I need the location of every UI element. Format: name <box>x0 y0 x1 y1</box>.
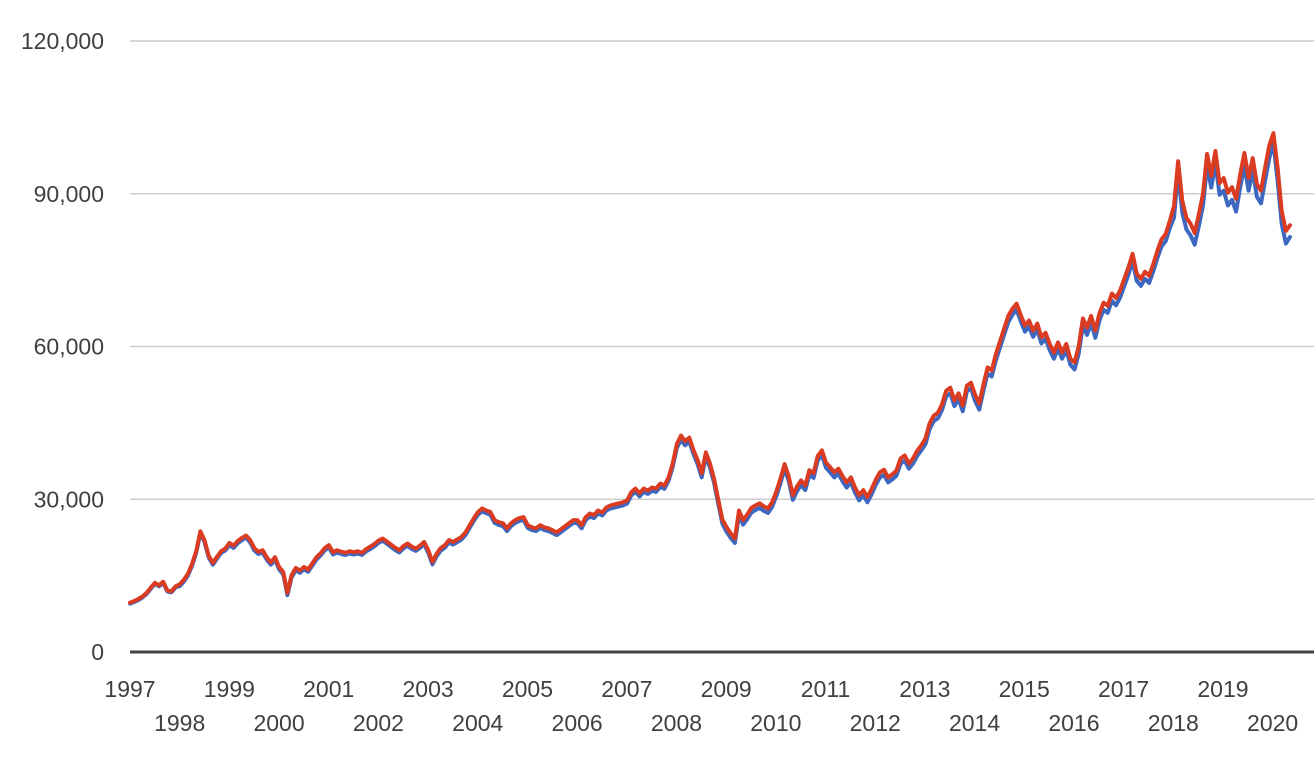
x-tick-label: 2018 <box>1148 710 1199 736</box>
x-tick-label: 2007 <box>601 676 652 702</box>
x-tick-label: 2015 <box>999 676 1050 702</box>
x-tick-label: 2020 <box>1247 710 1298 736</box>
y-tick-label: 60,000 <box>34 334 104 360</box>
y-tick-label: 30,000 <box>34 486 104 512</box>
x-tick-label: 2010 <box>750 710 801 736</box>
y-tick-label: 90,000 <box>34 181 104 207</box>
y-tick-label: 120,000 <box>21 28 104 54</box>
x-tick-label: 2000 <box>253 710 304 736</box>
x-tick-label: 2009 <box>701 676 752 702</box>
x-tick-label: 2014 <box>949 710 1000 736</box>
x-tick-label: 2008 <box>651 710 702 736</box>
x-tick-label: 1998 <box>154 710 205 736</box>
x-tick-label: 2019 <box>1197 676 1248 702</box>
series-line-blue <box>128 140 1292 606</box>
x-tick-label: 2005 <box>502 676 553 702</box>
y-tick-label: 0 <box>91 639 104 665</box>
x-tick-label: 2017 <box>1098 676 1149 702</box>
x-tick-label: 2016 <box>1048 710 1099 736</box>
x-tick-label: 2004 <box>452 710 503 736</box>
x-tick-label: 2001 <box>303 676 354 702</box>
x-tick-label: 2006 <box>552 710 603 736</box>
x-tick-label: 2002 <box>353 710 404 736</box>
series-line-red <box>128 131 1292 605</box>
x-tick-label: 2013 <box>899 676 950 702</box>
x-tick-label: 1999 <box>204 676 255 702</box>
x-tick-label: 1997 <box>104 676 155 702</box>
x-tick-label: 2003 <box>402 676 453 702</box>
x-tick-label: 2012 <box>850 710 901 736</box>
x-tick-label: 2011 <box>801 676 850 702</box>
